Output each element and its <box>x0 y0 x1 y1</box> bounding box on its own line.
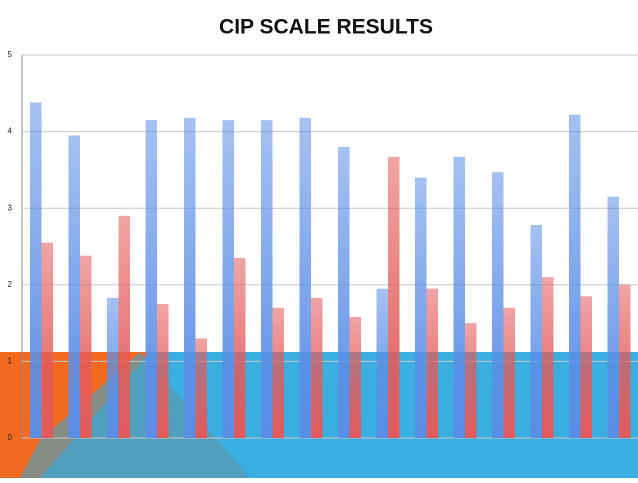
bar <box>234 257 246 438</box>
bar <box>426 288 438 438</box>
bar <box>299 117 311 438</box>
bar <box>580 296 592 438</box>
bar <box>41 242 53 438</box>
bar <box>118 215 130 438</box>
y-tick-label: 4 <box>8 127 13 136</box>
bar <box>453 156 465 439</box>
bar <box>619 284 631 438</box>
y-tick-label: 2 <box>8 280 13 289</box>
bar <box>311 297 323 438</box>
bar <box>80 255 92 438</box>
bar <box>415 177 427 438</box>
bar <box>569 114 581 439</box>
bar <box>272 307 284 438</box>
bar <box>376 288 388 438</box>
y-tick-label: 0 <box>8 433 13 442</box>
chart-title: CIP SCALE RESULTS <box>219 16 433 39</box>
decor-triangle <box>20 352 250 478</box>
bar <box>530 225 542 438</box>
bar <box>261 120 273 439</box>
bar <box>195 338 207 438</box>
bar <box>388 156 400 439</box>
bar <box>607 196 619 438</box>
y-tick-label: 5 <box>8 50 13 59</box>
bar <box>542 277 554 438</box>
bar <box>145 120 157 439</box>
y-tick-label: 1 <box>8 357 13 366</box>
bar <box>68 135 80 438</box>
bar <box>465 323 477 438</box>
y-tick-label: 3 <box>8 203 13 212</box>
bar <box>338 146 350 439</box>
bar <box>349 316 361 438</box>
bar <box>492 172 504 438</box>
bar <box>30 102 42 438</box>
bar <box>503 307 515 438</box>
bar <box>157 303 169 438</box>
bar <box>107 297 119 438</box>
bar <box>222 120 234 439</box>
bar <box>184 117 196 438</box>
